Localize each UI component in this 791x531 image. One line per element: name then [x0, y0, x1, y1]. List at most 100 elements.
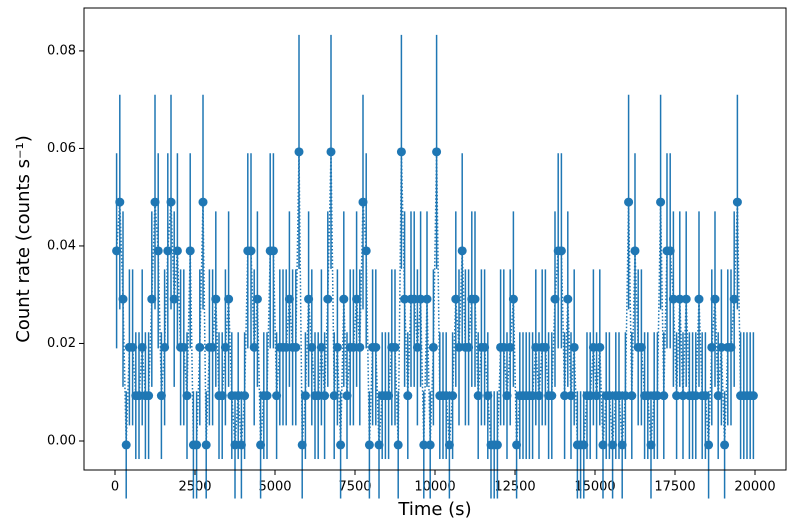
data-point — [342, 391, 352, 401]
x-tick-label: 12500 — [494, 480, 535, 495]
data-point — [230, 440, 240, 450]
data-point — [137, 342, 147, 352]
data-point — [499, 342, 509, 352]
data-point — [249, 342, 259, 352]
trend-line — [115, 151, 754, 446]
data-point — [710, 294, 720, 304]
data-point — [217, 391, 227, 401]
data-point — [556, 246, 566, 256]
data-point — [147, 294, 157, 304]
data-point — [355, 342, 365, 352]
data-point — [304, 294, 314, 304]
data-point — [627, 391, 637, 401]
data-point — [604, 391, 614, 401]
data-point — [284, 294, 294, 304]
data-point — [512, 440, 522, 450]
data-point — [585, 391, 595, 401]
data-point — [681, 294, 691, 304]
data-point — [227, 391, 237, 401]
data-point — [428, 342, 438, 352]
data-point — [579, 440, 589, 450]
data-point — [457, 246, 467, 256]
data-point — [329, 391, 339, 401]
data-point — [316, 342, 326, 352]
data-point — [483, 391, 493, 401]
data-point — [617, 440, 627, 450]
data-point — [326, 147, 336, 157]
x-axis-label: Time (s) — [397, 499, 471, 520]
data-point — [339, 294, 349, 304]
data-point — [163, 246, 173, 256]
data-point — [172, 246, 182, 256]
x-tick-label: 17500 — [654, 480, 695, 495]
data-point — [201, 440, 211, 450]
data-point — [332, 342, 342, 352]
data-point — [691, 391, 701, 401]
y-tick-label: 0.04 — [47, 238, 76, 253]
data-point — [246, 246, 256, 256]
data-point — [198, 197, 208, 207]
data-point — [182, 391, 192, 401]
x-tick-label: 5000 — [258, 480, 291, 495]
data-point — [393, 440, 403, 450]
data-point — [665, 246, 675, 256]
data-point — [614, 391, 624, 401]
y-tick-label: 0.00 — [47, 433, 76, 448]
data-point — [422, 294, 432, 304]
data-point — [563, 294, 573, 304]
data-point — [540, 342, 550, 352]
data-point — [121, 440, 131, 450]
data-point — [294, 147, 304, 157]
plot-frame — [83, 7, 787, 471]
data-point — [236, 440, 246, 450]
data-point — [566, 391, 576, 401]
data-point — [252, 294, 262, 304]
data-point — [211, 294, 221, 304]
data-point — [547, 391, 557, 401]
data-point — [348, 342, 358, 352]
data-point — [668, 294, 678, 304]
data-point — [358, 197, 368, 207]
data-point — [492, 440, 502, 450]
data-point — [707, 342, 717, 352]
x-tick-label: 0 — [111, 480, 119, 495]
data-point — [361, 246, 371, 256]
data-point — [451, 294, 461, 304]
data-point — [595, 342, 605, 352]
data-point — [608, 440, 618, 450]
data-point — [179, 342, 189, 352]
data-point — [531, 342, 541, 352]
data-point — [256, 440, 266, 450]
data-point — [675, 294, 685, 304]
data-point — [502, 391, 512, 401]
x-tick-label: 15000 — [574, 480, 615, 495]
data-point — [508, 294, 518, 304]
data-point — [646, 440, 656, 450]
data-point — [643, 391, 653, 401]
data-point — [441, 391, 451, 401]
data-point — [534, 391, 544, 401]
y-tick-label: 0.06 — [47, 141, 76, 156]
data-point — [409, 294, 419, 304]
data-point — [636, 342, 646, 352]
data-point — [281, 342, 291, 352]
data-point — [464, 342, 474, 352]
data-point — [432, 147, 442, 157]
data-point — [240, 391, 250, 401]
data-point — [560, 391, 570, 401]
data-point — [118, 294, 128, 304]
data-point — [195, 342, 205, 352]
data-point — [726, 342, 736, 352]
data-point — [694, 294, 704, 304]
data-point — [403, 391, 413, 401]
data-point — [150, 197, 160, 207]
data-point — [416, 294, 426, 304]
data-point — [704, 440, 714, 450]
data-point — [336, 440, 346, 450]
data-point — [448, 391, 458, 401]
x-tick-label: 20000 — [734, 480, 775, 495]
data-point — [748, 391, 758, 401]
data-point — [156, 391, 166, 401]
data-point — [700, 391, 710, 401]
